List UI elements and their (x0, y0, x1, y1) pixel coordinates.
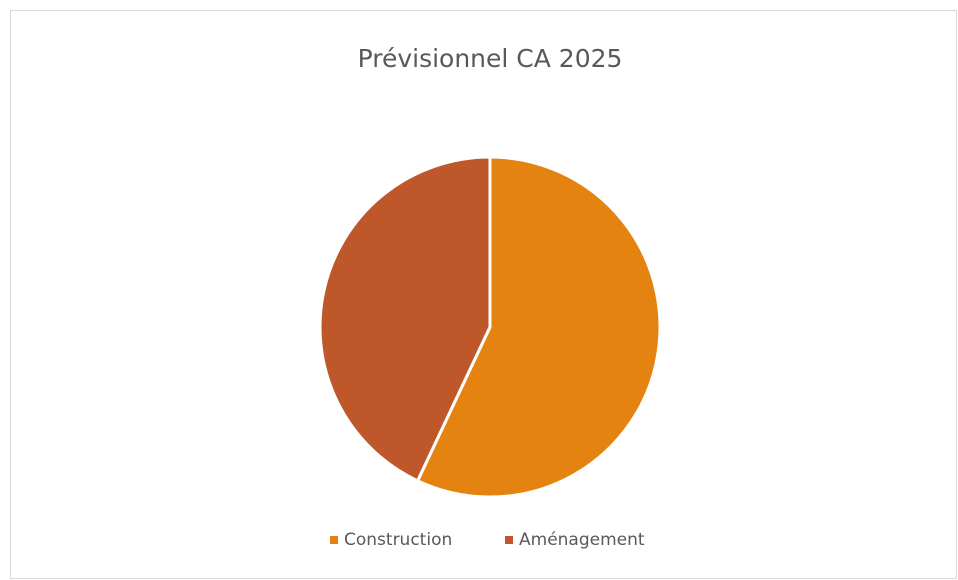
legend-label: Construction (344, 530, 452, 550)
legend-swatch (330, 536, 338, 544)
pie-slice (318, 155, 492, 483)
chart-title: Prévisionnel CA 2025 (358, 44, 623, 73)
pie-slice (415, 155, 662, 499)
legend-swatch (505, 536, 513, 544)
legend-label: Aménagement (519, 530, 645, 550)
